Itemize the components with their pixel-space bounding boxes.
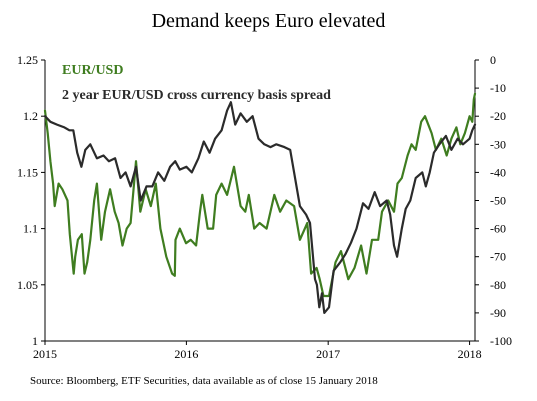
legend-eurusd: EUR/USD [62, 63, 123, 78]
source-note: Source: Bloomberg, ETF Securities, data … [30, 375, 378, 387]
right-tick-label: -10 [490, 81, 506, 95]
x-tick-label: 2018 [458, 347, 482, 361]
right-tick-label: -60 [490, 222, 506, 236]
right-tick-label: -20 [490, 109, 506, 123]
right-tick-label: -40 [490, 165, 506, 179]
basis-spread-series-line [43, 101, 477, 314]
right-tick-label: -100 [490, 334, 512, 348]
right-tick-label: -90 [490, 306, 506, 320]
x-tick-label: 2015 [33, 347, 57, 361]
left-tick-label: 1.05 [17, 278, 38, 292]
right-tick-label: -30 [490, 137, 506, 151]
left-tick-label: 1 [32, 334, 38, 348]
left-tick-label: 1.15 [17, 165, 38, 179]
left-tick-label: 1.25 [17, 53, 38, 67]
x-tick-label: 2017 [316, 347, 340, 361]
legend-basis-spread: 2 year EUR/USD cross currency basis spre… [62, 88, 331, 103]
chart-lines [43, 92, 477, 314]
left-tick-label: 1.2 [23, 109, 38, 123]
right-tick-label: 0 [490, 53, 496, 67]
right-tick-label: -80 [490, 278, 506, 292]
right-tick-label: -70 [490, 250, 506, 264]
x-tick-label: 2016 [174, 347, 198, 361]
eurusd-series-line [43, 92, 477, 298]
chart-axes: 1 1.05 1.1 1.15 1.2 1.25 0 -10 -20 -30 -40 -50 -60 -7… [17, 53, 512, 361]
left-tick-label: 1.1 [23, 222, 38, 236]
chart-title: Demand keeps Euro elevated [151, 10, 386, 32]
right-tick-label: -50 [490, 194, 506, 208]
